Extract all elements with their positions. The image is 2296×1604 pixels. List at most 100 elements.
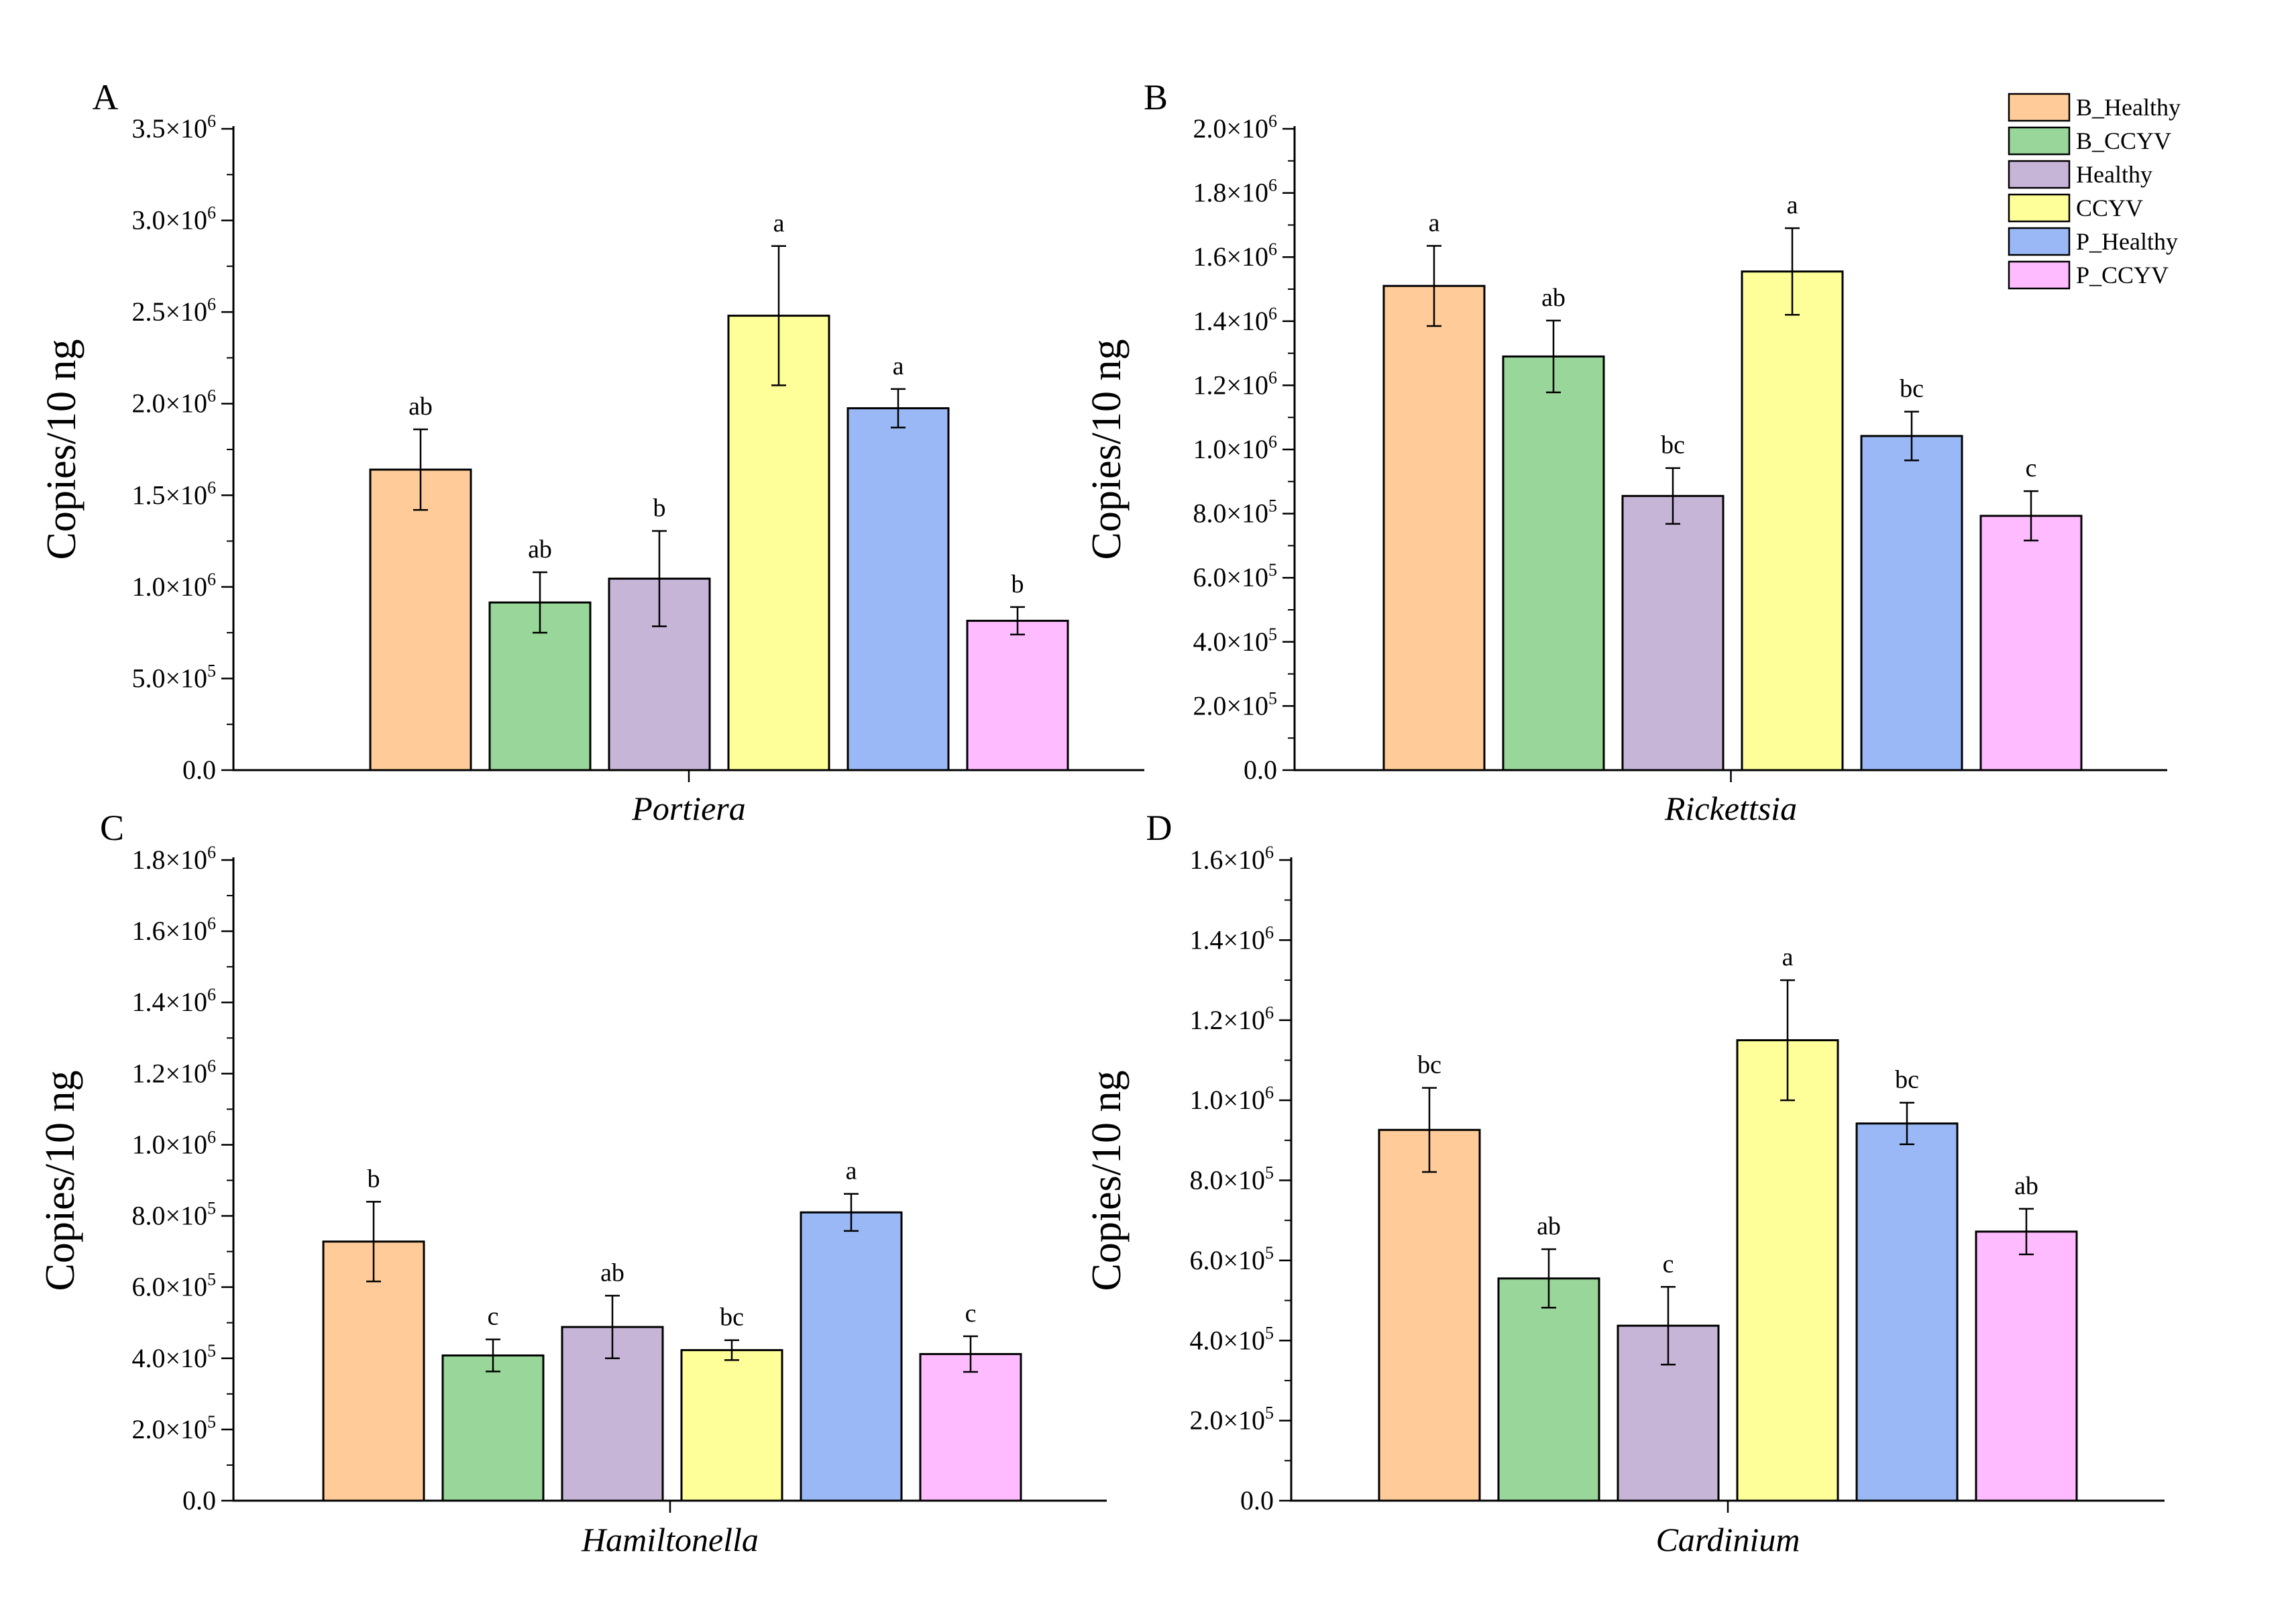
- error-bar: [1785, 227, 1800, 316]
- x-axis-label: Rickettsia: [1664, 790, 1797, 827]
- y-tick-label: 8.0×105: [1193, 496, 1277, 529]
- y-tick-label: 1.4×106: [131, 985, 216, 1017]
- y-tick-label: 1.0×106: [131, 1127, 216, 1159]
- panels: ababbaab0.05.0×1051.0×1061.5×1062.0×1062…: [38, 77, 2167, 1558]
- error-bar: [366, 1201, 381, 1283]
- significance-letter: c: [965, 1299, 977, 1328]
- y-tick-label: 1.0×106: [1193, 432, 1277, 464]
- error-bar: [771, 245, 786, 386]
- bar: [1975, 1230, 2078, 1502]
- significance-letter: a: [893, 352, 904, 380]
- error-bar: [1010, 606, 1025, 636]
- y-tick-label: 4.0×105: [1189, 1323, 1274, 1355]
- bar: [800, 1211, 903, 1502]
- y-axis-label: Copies/10 ng: [1084, 339, 1130, 560]
- bar: [1502, 355, 1605, 771]
- y-tick-label: 4.0×105: [131, 1341, 216, 1373]
- significance-letter: c: [2026, 454, 2037, 482]
- error-bar: [1546, 319, 1561, 394]
- panel-label: C: [100, 808, 124, 848]
- y-tick-label: 3.0×106: [131, 203, 216, 235]
- x-axis-label: Cardinium: [1656, 1521, 1800, 1558]
- legend-item: P_Healthy: [2008, 227, 2178, 256]
- error-bar: [1661, 1286, 1676, 1366]
- y-tick-label: 0.0: [1244, 755, 1277, 785]
- legend-swatch: [2008, 160, 2071, 189]
- significance-letter: bc: [1417, 1051, 1441, 1079]
- error-bar: [1900, 1102, 1914, 1146]
- y-tick-label: 6.0×105: [131, 1270, 216, 1302]
- panel-label: A: [93, 77, 119, 117]
- significance-letter: ab: [1541, 284, 1566, 312]
- error-bar: [724, 1339, 739, 1361]
- x-axis-label: Portiera: [631, 790, 745, 827]
- y-tick-label: 1.8×106: [1193, 176, 1277, 208]
- error-bar: [1665, 467, 1680, 525]
- significance-letter: b: [653, 494, 666, 523]
- y-tick-label: 1.2×106: [131, 1056, 216, 1088]
- error-bar: [1427, 245, 1441, 327]
- significance-letter: ab: [528, 535, 552, 564]
- bar: [441, 1354, 545, 1502]
- y-tick-label: 2.0×106: [131, 386, 216, 419]
- significance-letter: bc: [1661, 431, 1685, 460]
- significance-letter: ab: [600, 1259, 624, 1287]
- y-tick-label: 2.0×105: [1193, 688, 1277, 720]
- significance-letter: a: [846, 1157, 857, 1185]
- significance-letter: ab: [408, 392, 433, 421]
- legend-label: P_CCYV: [2076, 262, 2169, 288]
- y-tick-label: 8.0×105: [1189, 1163, 1274, 1195]
- bar: [966, 619, 1069, 771]
- error-bar: [652, 530, 667, 627]
- error-bar: [1780, 979, 1795, 1102]
- significance-letter: c: [488, 1303, 499, 1331]
- x-axis-label: Hamiltonella: [581, 1521, 759, 1558]
- y-tick-label: 8.0×105: [131, 1199, 216, 1231]
- legend-swatch: [2008, 126, 2071, 156]
- significance-letter: bc: [1900, 375, 1924, 403]
- panel-label: D: [1146, 808, 1172, 848]
- error-bar: [486, 1338, 500, 1373]
- legend-item: CCYV: [2008, 193, 2143, 223]
- chart-panel-c: bcabbcac0.02.0×1054.0×1056.0×1058.0×1051…: [38, 808, 1107, 1558]
- y-tick-label: 2.0×105: [131, 1412, 216, 1444]
- y-axis-label: Copies/10 ng: [39, 339, 85, 560]
- legend-label: P_Healthy: [2076, 228, 2178, 255]
- significance-letter: b: [1012, 570, 1024, 598]
- significance-letter: a: [1787, 191, 1798, 219]
- y-tick-label: 1.0×106: [131, 570, 216, 602]
- bar: [369, 468, 472, 771]
- bar: [1979, 515, 2083, 771]
- significance-letter: a: [1782, 943, 1794, 971]
- y-tick-label: 1.8×106: [131, 843, 216, 875]
- significance-letter: bc: [720, 1303, 744, 1332]
- error-bar: [844, 1193, 859, 1232]
- y-tick-label: 0.0: [182, 1485, 216, 1515]
- y-tick-label: 1.2×106: [1189, 1003, 1274, 1035]
- y-axis-label: Copies/10 ng: [38, 1071, 83, 1291]
- chart-panel-b: a ab bc a bc c 0.0 2.0×105 4.0×105 6.0×105 8.0×105…: [1084, 77, 2167, 827]
- error-bar: [605, 1295, 620, 1360]
- significance-letter: a: [1429, 209, 1440, 237]
- bar: [1378, 1128, 1481, 1502]
- y-tick-label: 3.5×106: [131, 111, 216, 144]
- panel-label: B: [1144, 77, 1168, 117]
- bar: [680, 1349, 783, 1502]
- y-tick-label: 6.0×105: [1193, 560, 1277, 592]
- bar: [846, 407, 950, 771]
- legend-item: Healthy: [2008, 160, 2152, 189]
- bar: [1497, 1277, 1600, 1502]
- y-tick-label: 1.6×106: [131, 914, 216, 946]
- bar: [1855, 1122, 1959, 1502]
- error-bar: [2024, 490, 2038, 542]
- y-tick-label: 1.0×106: [1189, 1083, 1274, 1115]
- y-tick-label: 1.4×106: [1189, 922, 1274, 955]
- y-tick-label: 2.5×106: [131, 295, 216, 327]
- legend-swatch: [2008, 260, 2071, 290]
- bar: [919, 1352, 1022, 1502]
- bar: [1382, 284, 1486, 771]
- error-bar: [413, 428, 428, 511]
- y-tick-label: 0.0: [182, 755, 216, 785]
- error-bar: [1422, 1087, 1437, 1173]
